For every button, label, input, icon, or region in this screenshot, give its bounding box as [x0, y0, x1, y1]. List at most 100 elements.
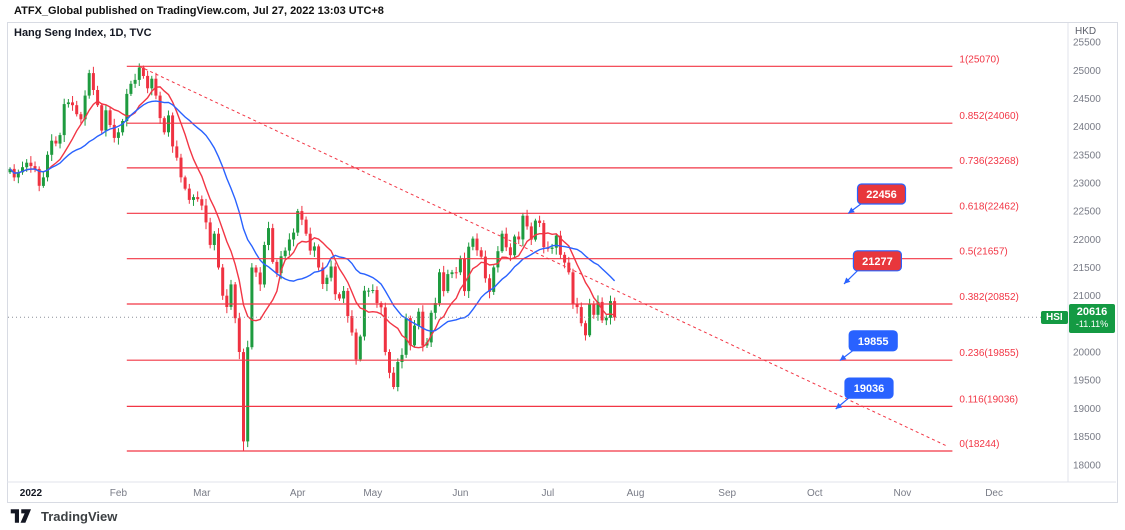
candle-body [66, 102, 70, 105]
candle-body [475, 238, 479, 251]
candle-body [96, 90, 100, 106]
candle-body [112, 124, 116, 138]
candle-body [133, 79, 137, 84]
candle-body [592, 304, 596, 315]
candle-body [333, 266, 337, 295]
candle-body [479, 250, 483, 257]
candle-body [558, 235, 562, 255]
fib-level-label: 1(25070) [959, 54, 999, 65]
candle-body [21, 167, 24, 173]
month-label-Aug: Aug [627, 488, 645, 499]
price-tick-label: 21500 [1073, 263, 1101, 274]
candle-body [400, 354, 404, 362]
candle-body [16, 172, 20, 178]
candle-body [25, 162, 29, 168]
candle-body [137, 67, 141, 80]
candle-body [192, 197, 195, 200]
candle-body [525, 215, 529, 227]
candle-body [408, 318, 412, 346]
tradingview-brand[interactable]: TradingView [41, 508, 118, 524]
candle-body [367, 290, 371, 292]
candle-body [362, 290, 366, 337]
callout-arrowhead [835, 402, 843, 409]
candle-body [296, 211, 300, 233]
callout-text: 19855 [858, 336, 889, 348]
candle-body [609, 301, 612, 318]
month-label-Sep: Sep [718, 488, 736, 499]
candle-body [596, 301, 600, 315]
candle-body [337, 294, 341, 299]
candle-body [575, 304, 579, 308]
candle-body [438, 272, 441, 304]
candle-body [329, 266, 333, 278]
candle-body [129, 83, 133, 94]
candle-body [116, 132, 120, 138]
candle-body [404, 318, 408, 355]
month-label-Jul: Jul [542, 488, 555, 499]
candle-body [542, 223, 546, 248]
candle-body [429, 312, 433, 343]
candle-body [413, 325, 416, 346]
price-tick-label: 22000 [1073, 235, 1101, 246]
ma-line-slow [9, 100, 616, 333]
candle-body [287, 239, 291, 251]
candle-body [371, 290, 375, 291]
candle-body [75, 105, 79, 115]
candle-body [200, 199, 204, 206]
price-tick-label: 24500 [1073, 94, 1101, 105]
candle-body [517, 236, 521, 240]
candle-body [225, 295, 229, 307]
price-tick-label: 19000 [1073, 404, 1101, 415]
symbol-title: Hang Seng Index, 1D, TVC [14, 27, 152, 39]
candle-body [108, 110, 112, 125]
candle-body [125, 93, 129, 121]
candle-body [267, 228, 270, 245]
candle-body [146, 75, 150, 89]
candle-body [104, 110, 108, 131]
candle-body [446, 274, 450, 292]
price-tick-label: 24000 [1073, 122, 1101, 133]
candle-body [513, 236, 517, 256]
candle-body [417, 311, 421, 326]
candle-body [83, 95, 87, 120]
fib-level-label: 0.852(24060) [959, 111, 1019, 122]
candle-body [554, 235, 558, 248]
callout-text: 19036 [854, 383, 885, 395]
change-percent: -11.11% [1075, 319, 1109, 329]
candle-body [342, 290, 346, 299]
candle-body [433, 303, 437, 313]
candle-body [304, 219, 308, 234]
candle-body [600, 301, 604, 321]
candle-body [37, 168, 41, 186]
candle-body [579, 307, 583, 324]
callout-text: 22456 [866, 189, 897, 201]
candle-body [500, 233, 504, 252]
candle-body [392, 372, 396, 387]
fib-level-label: 0.236(19855) [959, 348, 1019, 359]
month-label-Mar: Mar [193, 488, 211, 499]
candle-body [604, 317, 608, 321]
candle-body [33, 166, 37, 169]
candle-body [187, 188, 191, 200]
price-tick-label: 19500 [1073, 376, 1101, 387]
publish-header-link[interactable]: ATFX_Global published on TradingView.com… [14, 5, 384, 17]
candle-body [471, 238, 475, 247]
candle-body [529, 226, 533, 240]
downtrend-line [139, 65, 949, 448]
candle-body [379, 303, 383, 308]
candle-body [271, 228, 275, 262]
last-price-value: 20616 [1076, 306, 1108, 318]
candle-body [325, 277, 329, 284]
price-tick-label: 23000 [1073, 179, 1101, 190]
chart-panel [7, 22, 1118, 503]
symbol-price-tag: HSI [1041, 311, 1068, 324]
month-label-Oct: Oct [807, 488, 823, 499]
tradingview-logo-icon[interactable] [10, 506, 34, 526]
callout-box-19036 [844, 377, 894, 399]
price-tick-label: 22500 [1073, 207, 1101, 218]
month-label-May: May [363, 488, 382, 499]
candle-body [250, 267, 254, 348]
candle-body [467, 246, 471, 292]
